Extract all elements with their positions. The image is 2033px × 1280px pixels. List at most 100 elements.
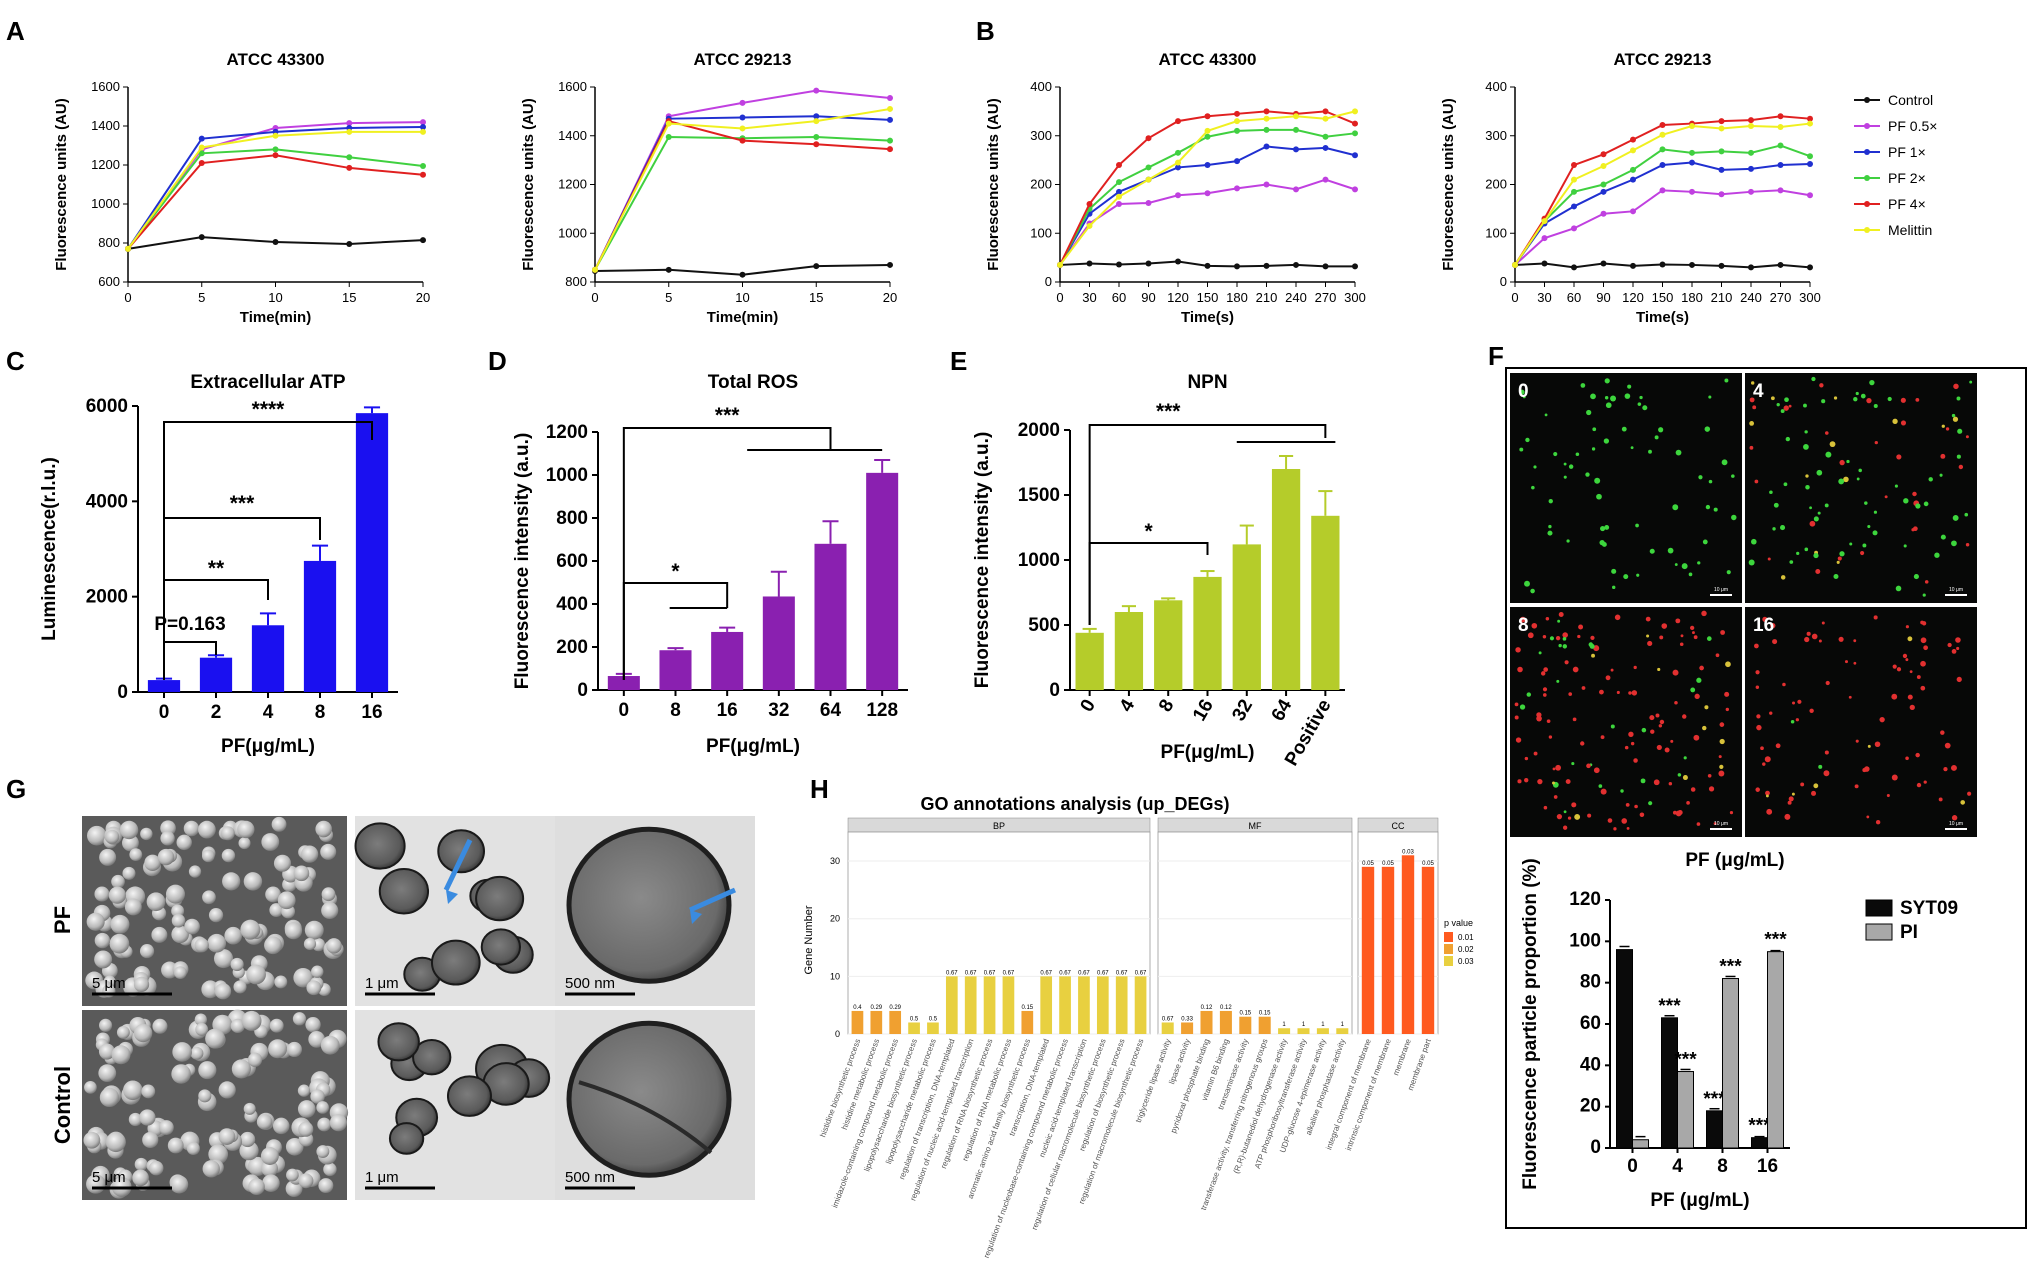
sem-cell — [230, 957, 244, 972]
series-line — [127, 148, 424, 250]
sem-cell — [139, 1109, 156, 1126]
scale-bar-label: 10 μm — [1949, 821, 1963, 827]
chart-title: ATCC 29213 — [1614, 50, 1712, 69]
fluorescent-cell — [1765, 790, 1770, 796]
fluorescent-cell — [1599, 689, 1604, 695]
line-chart-A1: ATCC 43300 0 5 10 15 20 600 800 1000 1200 1400 1600… — [53, 50, 430, 326]
fluorescent-cell — [1603, 438, 1610, 444]
fluorescent-cell — [1873, 403, 1878, 409]
fluorescent-cell — [1790, 720, 1795, 724]
fluorescent-cell — [1542, 687, 1548, 692]
data-point — [1234, 263, 1240, 270]
y-tick-label: 10 — [830, 971, 840, 981]
fluorescent-cell — [1905, 658, 1909, 662]
fluorescent-cell — [1675, 618, 1681, 624]
x-tick-label: 240 — [1740, 290, 1762, 305]
fluorescent-cell — [1621, 818, 1628, 824]
bar-value-label: 0.15 — [1239, 1011, 1251, 1017]
sem-cell — [293, 865, 310, 882]
x-tick-label: 90 — [1141, 290, 1155, 305]
em-tile: 1 μm — [355, 1010, 555, 1200]
data-point — [739, 137, 746, 144]
fluorescent-cell — [1565, 779, 1571, 785]
fluorescent-cell — [1713, 822, 1717, 825]
fluorescent-cell — [1719, 738, 1725, 745]
data-point — [1322, 115, 1329, 122]
data-point — [739, 99, 746, 106]
sem-cell — [148, 1160, 164, 1176]
fluorescent-cell — [1751, 381, 1755, 385]
significance-label: *** — [1703, 1089, 1726, 1110]
x-axis-label: PF (μg/mL) — [1650, 1190, 1749, 1211]
fluorescent-cell — [1514, 702, 1519, 707]
sem-cell — [237, 820, 255, 839]
fluorescent-cell — [1805, 485, 1810, 490]
x-tick-label: 4 — [1672, 1156, 1683, 1177]
bar-value-label: 0.67 — [946, 970, 958, 976]
data-point — [1204, 190, 1211, 197]
data-point — [1352, 186, 1358, 193]
fluorescent-cell — [1639, 395, 1643, 400]
sem-cell — [194, 938, 209, 953]
x-axis-label: Time(s) — [1181, 309, 1234, 326]
y-tick-label: 30 — [830, 856, 840, 866]
fluorescent-cell — [1792, 701, 1796, 705]
data-point — [1807, 153, 1813, 160]
fluorescent-cell — [1965, 543, 1970, 547]
electron-micrographs: 5 μm 1 μm 500 nm 5 μm 1 μm 500 nm — [82, 816, 755, 1200]
fluorescent-cell — [1679, 642, 1684, 647]
y-tick-label: 20 — [1580, 1096, 1601, 1117]
sem-cell — [176, 834, 192, 851]
fluorescent-cell — [1766, 808, 1773, 815]
data-point — [1175, 164, 1181, 171]
sem-cell — [304, 920, 324, 940]
x-axis-label: PF(μg/mL) — [706, 736, 800, 757]
bar-value-label: 0.12 — [1201, 1005, 1213, 1011]
sem-cell — [241, 1010, 262, 1031]
fluorescent-cell — [1536, 715, 1542, 722]
sem-cell — [262, 1174, 280, 1192]
y-tick-label: 400 — [1030, 79, 1052, 94]
fluorescent-cell — [1915, 397, 1920, 402]
x-tick-label: 240 — [1285, 290, 1307, 305]
data-point — [592, 266, 598, 273]
fluorescent-cell — [1956, 646, 1960, 651]
arrow-head — [446, 890, 458, 904]
fluorescent-cell — [1641, 727, 1647, 733]
fluorescent-cell — [1839, 459, 1845, 466]
fluorescent-cell — [1867, 524, 1871, 529]
x-tick-label: 0 — [1076, 696, 1099, 716]
fluorescent-cell — [1821, 621, 1825, 625]
line-chart-B2: ATCC 29213 0 30 60 90 120 150 180 210 240 270 300 0 1… — [1440, 50, 1821, 326]
sem-cell — [272, 1117, 290, 1135]
fluorescent-cell — [1913, 574, 1919, 580]
fluorescent-cell — [1587, 813, 1592, 818]
y-tick-label: 120 — [1569, 889, 1601, 910]
y-axis-label: Fluorescence units (AU) — [520, 98, 537, 271]
fluorescent-cell — [1650, 729, 1655, 734]
fluorescent-cell — [1939, 473, 1943, 477]
data-point — [739, 114, 746, 121]
sem-cell — [158, 1120, 174, 1135]
legend-label: PI — [1900, 922, 1918, 943]
tem-cell — [480, 928, 522, 966]
fluorescent-cell — [1593, 645, 1600, 652]
fluorescent-cell — [1519, 704, 1526, 710]
em-tile: 500 nm — [555, 1010, 755, 1200]
data-point — [346, 128, 353, 135]
bar-value-label: 0.67 — [1097, 970, 1109, 976]
fluorescent-cell — [1531, 622, 1538, 629]
fluorescent-cell — [1690, 687, 1696, 693]
bar — [927, 1022, 939, 1034]
fluorescent-cell — [1860, 550, 1865, 556]
fluorescent-cell — [1590, 635, 1595, 641]
fluorescent-cell — [1867, 744, 1871, 748]
fluorescent-cell — [1900, 397, 1906, 403]
fluorescent-cell — [1543, 805, 1548, 810]
bar — [1161, 1022, 1174, 1034]
data-point — [1748, 117, 1754, 124]
fluorescent-cell — [1610, 724, 1615, 729]
fluorescent-cell — [1522, 395, 1526, 399]
sem-cell — [160, 831, 175, 846]
fluorescent-cell — [1784, 397, 1789, 403]
